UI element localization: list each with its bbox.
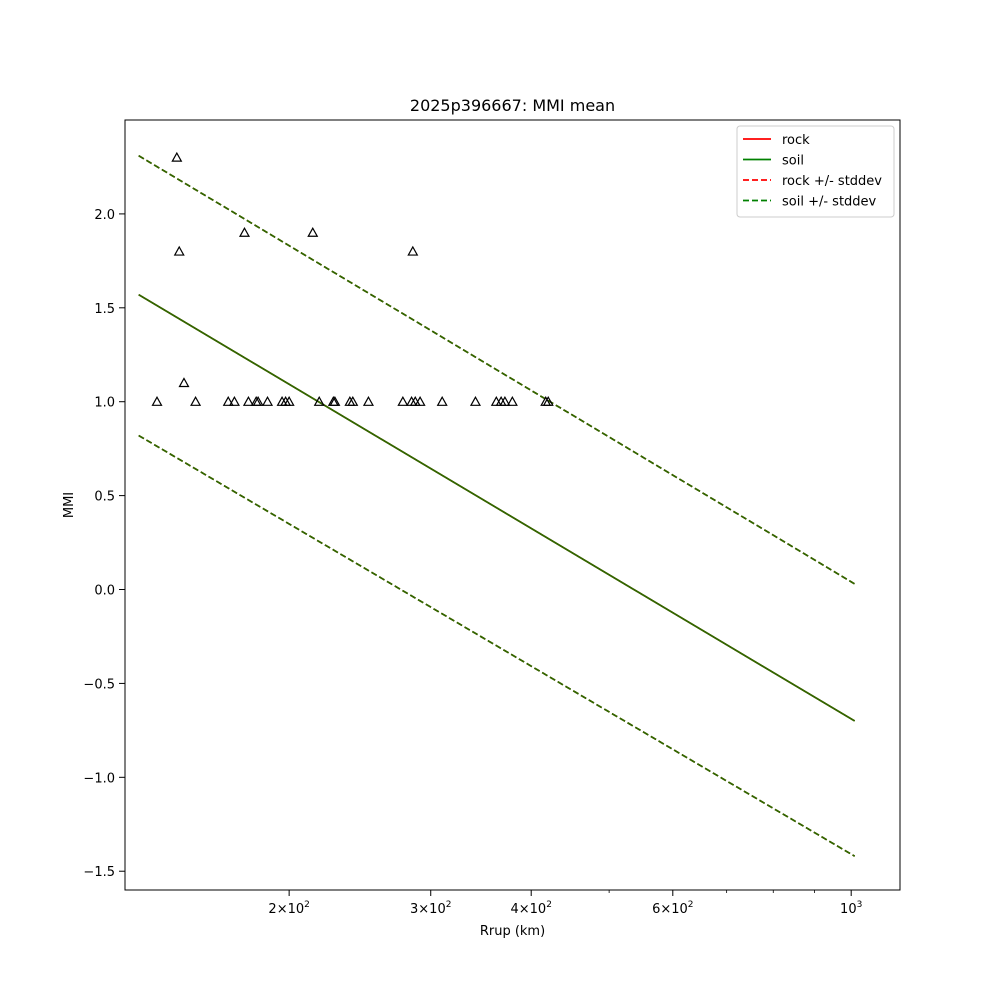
observation-point-3 [307, 226, 319, 237]
x-tick-mantissa-0: 2 [268, 902, 276, 917]
observation-point-2 [238, 226, 251, 237]
legend-label-3: soil +/- stddev [782, 195, 877, 210]
observation-point-32 [506, 395, 518, 406]
x-tick-mantissa-1: 3 [410, 902, 418, 917]
observation-point-6 [151, 395, 163, 406]
x-tick-times-1: ×10 [418, 902, 445, 917]
y-tick-label-1: −1.0 [83, 771, 115, 786]
x-axis: 2×102 3×102 4×102 6×102 103 [268, 890, 862, 917]
legend-label-1: soil [782, 154, 804, 169]
observation-point-19 [329, 395, 341, 406]
observation-point-4 [407, 245, 419, 256]
y-axis-label: MMI [62, 492, 77, 518]
observation-point-0 [171, 151, 183, 162]
x-tick-label-4: 103 [840, 900, 862, 917]
observation-point-23 [397, 395, 409, 406]
observation-point-12 [252, 395, 264, 406]
x-tick-times-2: ×10 [519, 902, 546, 917]
legend: rock soil rock +/- stddev soil +/- stddev [736, 125, 895, 218]
x-tick-exponent-0: 2 [304, 900, 310, 910]
axes-frame [124, 119, 901, 891]
y-axis: −1.5 −1.0 −0.5 0.0 0.5 1.0 1.5 2.0 [83, 208, 125, 880]
observation-point-27 [436, 395, 448, 406]
x-tick-exponent-4: 3 [857, 900, 863, 910]
x-tick-exponent-2: 2 [546, 900, 552, 910]
observation-point-17 [313, 395, 325, 406]
x-tick-mantissa-3: 6 [652, 902, 660, 917]
x-tick-times-3: ×10 [660, 902, 687, 917]
observation-point-8 [222, 395, 234, 406]
observation-point-7 [190, 395, 202, 406]
y-tick-label-7: 2.0 [94, 208, 115, 223]
legend-label-2: rock +/- stddev [782, 174, 882, 189]
y-tick-label-3: 0.0 [94, 584, 115, 599]
observation-point-13 [262, 395, 274, 406]
x-axis-label: Rrup (km) [480, 924, 545, 939]
legend-box [736, 125, 895, 218]
observation-point-21 [347, 395, 359, 406]
x-tick-base-4: 10 [840, 902, 857, 917]
chart-title: 2025p396667: MMI mean [410, 96, 615, 115]
x-tick-label-2: 4×102 [510, 900, 551, 917]
observation-point-16 [283, 395, 295, 406]
y-tick-label-6: 1.5 [94, 302, 115, 317]
observation-point-9 [228, 395, 240, 406]
observation-point-5 [178, 377, 190, 388]
y-tick-label-0: −1.5 [83, 865, 115, 880]
y-tick-label-2: −0.5 [83, 677, 115, 692]
observation-point-1 [173, 245, 185, 256]
observation-point-10 [242, 395, 254, 406]
observation-point-28 [469, 395, 481, 406]
plot-area [138, 151, 856, 857]
x-tick-times-0: ×10 [277, 902, 304, 917]
x-tick-exponent-3: 2 [688, 900, 694, 910]
lower-stddev-overlay [138, 434, 856, 857]
x-tick-label-0: 2×102 [268, 900, 309, 917]
y-tick-label-5: 1.0 [94, 396, 115, 411]
observation-point-34 [542, 395, 554, 406]
y-tick-label-4: 0.5 [94, 490, 115, 505]
mean-line-overlay [138, 293, 856, 722]
x-tick-label-3: 6×102 [652, 900, 693, 917]
observation-point-31 [499, 395, 511, 406]
x-tick-exponent-1: 2 [446, 900, 452, 910]
observation-point-22 [362, 395, 374, 406]
x-tick-mantissa-2: 4 [510, 902, 518, 917]
observation-point-26 [414, 395, 426, 406]
legend-label-0: rock [782, 133, 810, 148]
x-tick-label-1: 3×102 [410, 900, 451, 917]
upper-stddev-overlay [138, 154, 856, 585]
